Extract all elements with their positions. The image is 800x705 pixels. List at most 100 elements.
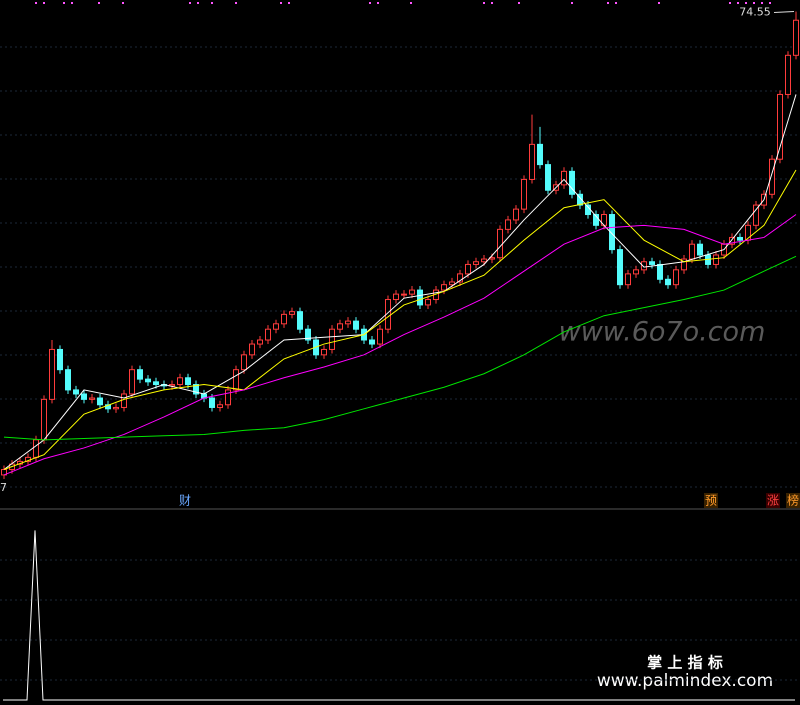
signal-dot — [571, 2, 573, 4]
signal-dot — [122, 2, 124, 4]
candle-body — [593, 214, 599, 226]
candle-body — [153, 381, 159, 386]
candle-body — [105, 404, 111, 410]
candle-body — [417, 289, 423, 306]
candle-body — [481, 258, 487, 263]
signal-dot — [43, 2, 45, 4]
candle-body — [89, 397, 95, 400]
candle-body — [609, 214, 615, 251]
watermark: www.6o7o.com — [559, 317, 766, 348]
candle-body — [449, 281, 455, 286]
signal-dot — [615, 2, 617, 4]
candle-body — [465, 263, 471, 275]
signal-dot — [71, 2, 73, 4]
event-marker-bg — [766, 493, 780, 508]
candle-body — [521, 178, 527, 210]
signal-dot — [761, 2, 763, 4]
candle-body — [57, 348, 63, 371]
candle-body — [561, 170, 567, 186]
watermark: www.palmindex.com — [597, 671, 773, 691]
candle-body — [321, 348, 327, 356]
candle-body — [641, 261, 647, 271]
candle-body — [409, 289, 415, 295]
candle-body — [121, 393, 127, 408]
signal-dot — [753, 2, 755, 4]
candle-body — [689, 243, 695, 260]
event-marker: 预 — [705, 494, 717, 508]
candle-body — [273, 323, 279, 330]
candle-body — [393, 293, 399, 301]
signal-dot — [98, 2, 100, 4]
candle-body — [129, 369, 135, 395]
event-marker-bg — [786, 493, 800, 508]
signal-dot — [737, 2, 739, 4]
candle-body — [681, 258, 687, 271]
moving-average-line — [3, 214, 797, 476]
candle-body — [345, 320, 351, 325]
candle-body — [169, 384, 175, 387]
moving-average-line — [3, 255, 797, 441]
signal-dot — [63, 2, 65, 4]
candle-body — [769, 158, 775, 195]
candle-body — [73, 389, 79, 395]
candle-body — [665, 278, 671, 286]
signal-dot — [211, 2, 213, 4]
watermark: 掌 上 指 标 — [647, 654, 723, 672]
candle-body — [353, 320, 359, 330]
candle-body — [577, 193, 583, 206]
candle-body — [673, 269, 679, 286]
candle-body — [209, 397, 215, 408]
candle-body — [537, 143, 543, 166]
candle-body — [785, 54, 791, 95]
high-pointer — [773, 10, 795, 13]
candle-body — [193, 384, 199, 395]
event-marker: 财 — [179, 494, 191, 508]
candle-body — [297, 311, 303, 330]
candle-body — [233, 369, 239, 391]
signal-dot — [483, 2, 485, 4]
indicator-line — [3, 530, 795, 701]
signal-dot — [280, 2, 282, 4]
moving-average-line — [3, 169, 797, 470]
candle-body — [473, 261, 479, 265]
candle-body — [185, 377, 191, 386]
candle-body — [617, 249, 623, 286]
candle-body — [513, 208, 519, 221]
signal-dot — [769, 2, 771, 4]
candle-body — [281, 313, 287, 325]
candle-body — [457, 273, 463, 283]
candle-body — [249, 343, 255, 356]
candle-body — [225, 389, 231, 406]
candle-body — [257, 339, 263, 345]
signal-dot — [745, 2, 747, 4]
signal-dot — [607, 2, 609, 4]
candle-body — [305, 328, 311, 341]
candle-body — [401, 293, 407, 296]
candle-body — [33, 439, 39, 458]
event-marker: 涨 — [767, 493, 779, 508]
signal-dot — [369, 2, 371, 4]
candle-body — [337, 323, 343, 330]
signal-dot — [189, 2, 191, 4]
candle-body — [81, 393, 87, 400]
candle-body — [777, 93, 783, 160]
candle-body — [49, 348, 55, 400]
candle-body — [649, 261, 655, 265]
candle-body — [97, 397, 103, 406]
event-marker-bg — [704, 493, 718, 508]
candle-body — [657, 263, 663, 280]
candle-body — [145, 378, 151, 383]
high-label: 74.55 — [739, 5, 771, 18]
low-label: 7 — [0, 481, 7, 494]
candle-body — [241, 354, 247, 371]
signal-dot — [377, 2, 379, 4]
candle-body — [41, 398, 47, 441]
signal-dot — [729, 2, 731, 4]
signal-dot — [235, 2, 237, 4]
candle-body — [441, 284, 447, 291]
candle-body — [177, 377, 183, 386]
moving-average-line — [3, 94, 797, 470]
signal-dot — [491, 2, 493, 4]
